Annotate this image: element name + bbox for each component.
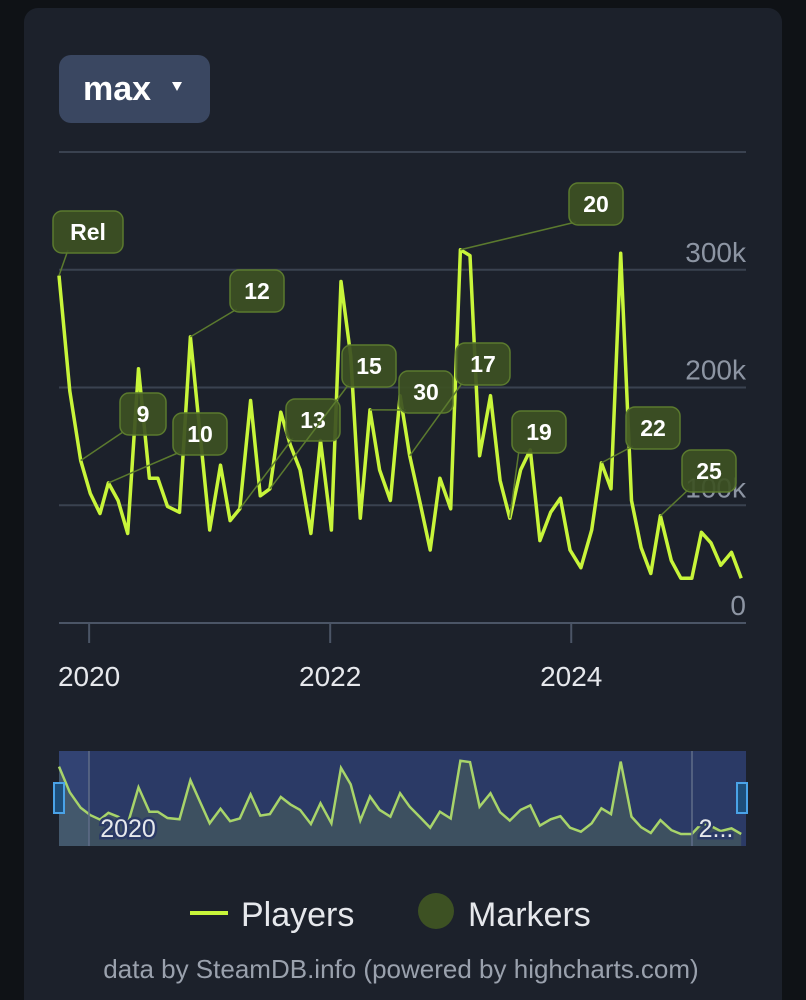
marker-label: 20 xyxy=(583,191,609,217)
marker-label: 30 xyxy=(413,379,439,405)
marker-label: 10 xyxy=(187,421,213,447)
marker-label: 15 xyxy=(356,353,382,379)
marker-flag xyxy=(511,410,567,454)
marker-connector xyxy=(460,221,577,251)
marker-label: 12 xyxy=(244,278,270,304)
marker-flag xyxy=(568,182,624,226)
navigator-label: 2020 xyxy=(100,815,156,843)
marker-flag xyxy=(172,412,228,456)
x-tick-label: 2022 xyxy=(299,661,361,692)
marker-connector xyxy=(509,449,520,519)
marker-flag xyxy=(681,449,737,493)
marker-label: 22 xyxy=(640,415,666,441)
y-tick-label: 200k xyxy=(685,355,747,386)
marker-connector xyxy=(108,451,181,484)
marker-label: Rel xyxy=(70,219,106,245)
marker-flag xyxy=(398,370,454,414)
marker-connector xyxy=(659,488,690,517)
legend-label: Markers xyxy=(468,896,591,934)
y-tick-label: 300k xyxy=(685,237,747,268)
marker-connector xyxy=(409,381,464,457)
navigator-handle[interactable] xyxy=(53,782,65,814)
y-tick-label: 0 xyxy=(730,590,746,621)
marker-flag xyxy=(52,210,124,254)
marker-flag xyxy=(119,392,167,436)
navigator-line xyxy=(57,759,742,836)
marker-flag xyxy=(229,269,285,313)
navigator-handle[interactable] xyxy=(736,782,748,814)
range-button-label: max xyxy=(83,70,151,108)
marker-label: 25 xyxy=(696,458,722,484)
marker-label: 19 xyxy=(526,419,552,445)
dropdown-arrow xyxy=(172,82,182,91)
marker-flag xyxy=(341,344,397,388)
marker-flag xyxy=(285,398,341,442)
range-button[interactable] xyxy=(59,55,210,123)
credit: data by SteamDB.info (powered by highcha… xyxy=(103,954,698,984)
legend-marker xyxy=(418,893,454,929)
marker-flag xyxy=(625,406,681,450)
marker-connector xyxy=(189,308,238,338)
marker-connector xyxy=(58,249,69,276)
navigator-label: 2... xyxy=(699,815,734,843)
x-tick-label: 2024 xyxy=(540,661,602,692)
legend-label: Players xyxy=(241,896,354,934)
marker-connector xyxy=(269,383,350,490)
marker-label: 17 xyxy=(470,351,496,377)
navigator-area xyxy=(59,760,742,846)
marker-connector xyxy=(239,437,294,510)
marker-flag xyxy=(455,342,511,386)
card xyxy=(24,8,782,1000)
marker-connector xyxy=(80,431,124,462)
marker-label: 9 xyxy=(137,401,150,427)
marker-connector xyxy=(601,445,634,464)
x-tick-label: 2020 xyxy=(58,661,120,692)
